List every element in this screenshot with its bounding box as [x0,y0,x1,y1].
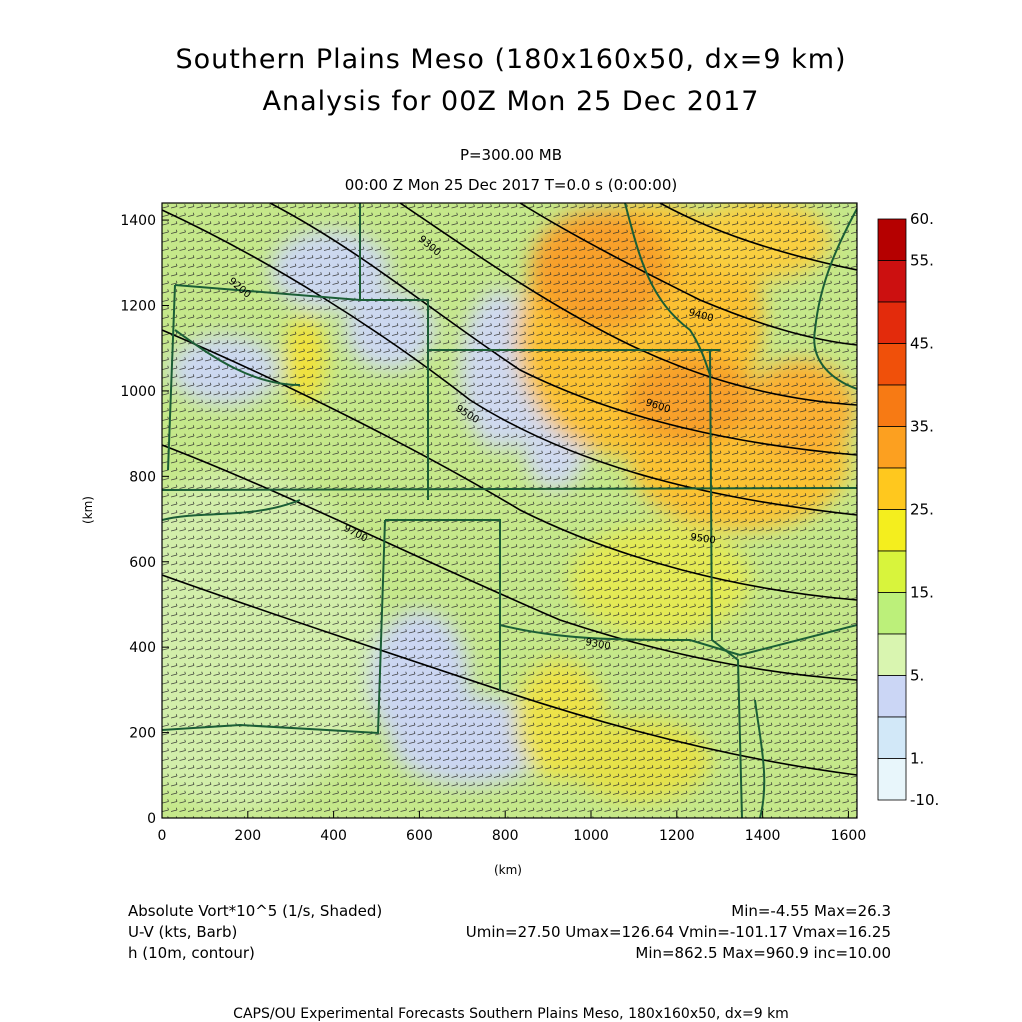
y-tick-label: 0 [147,811,156,827]
pressure-level: P=300.00 MB [459,146,563,164]
y-tick-label: 1000 [120,384,156,400]
var1-stats: Min=-4.55 Max=26.3 [731,902,891,920]
var1-label: Absolute Vort*10^5 (1/s, Shaded) [128,902,383,920]
y-tick-label: 600 [129,555,156,571]
colorbar-label: 55. [910,252,934,270]
vorticity-field [162,203,857,818]
title-line-1: Southern Plains Meso (180x160x50, dx=9 k… [175,44,847,75]
x-tick-label: 800 [492,828,519,844]
y-tick-label: 800 [129,469,156,485]
x-tick-label: 1400 [745,828,781,844]
colorbar-label: 1. [910,750,924,768]
colorbar-swatch [877,301,907,344]
colorbar-swatch [877,633,907,676]
x-tick-label: 1600 [831,828,867,844]
y-axis-label: (km) [81,496,95,524]
colorbar-label: 45. [910,335,934,353]
x-tick-label: 600 [406,828,433,844]
x-tick-label: 1000 [573,828,609,844]
x-tick-label: 0 [158,828,167,844]
y-tick-label: 1400 [120,213,156,229]
colorbar [877,218,907,801]
colorbar-swatch [877,218,907,261]
credit-line: CAPS/OU Experimental Forecasts Southern … [233,1006,789,1022]
valid-time: 00:00 Z Mon 25 Dec 2017 T=0.0 s (0:00:00… [344,176,678,194]
state-borders [162,203,857,818]
var3-label: h (10m, contour) [128,944,255,962]
colorbar-swatch [877,343,907,386]
colorbar-swatch [877,426,907,469]
colorbar-swatch [877,260,907,303]
colorbar-label: -10. [910,791,939,809]
colorbar-label: 35. [910,418,934,436]
colorbar-swatch [877,467,907,510]
colorbar-swatch [877,675,907,718]
plot-frame [161,202,858,819]
contour-label: 9500 [690,532,717,546]
x-tick-labels: 0 200 400 600 800 1000 1200 1400 1600 [158,828,867,844]
var2-stats: Umin=27.50 Umax=126.64 Vmin=-101.17 Vmax… [465,923,891,941]
colorbar-label: 25. [910,501,934,519]
y-tick-label: 200 [129,726,156,742]
y-tick-label: 1200 [120,299,156,315]
colorbar-swatch [877,384,907,427]
x-tick-label: 1200 [659,828,695,844]
x-tick-label: 200 [234,828,261,844]
colorbar-swatch [877,509,907,552]
colorbar-label: 15. [910,584,934,602]
y-tick-labels: 0 200 400 600 800 1000 1200 1400 [120,213,156,827]
colorbar-labels: 60. 55. 45. 35. 25. 15. 5. 1. -10. [910,210,939,809]
colorbar-swatch [877,592,907,635]
y-tick-label: 400 [129,640,156,656]
colorbar-label: 5. [910,667,924,685]
var2-label: U-V (kts, Barb) [128,923,238,941]
contour-label: 9300 [584,637,611,652]
colorbar-swatch [877,550,907,593]
colorbar-swatch [877,716,907,759]
colorbar-swatch [877,758,907,801]
title-line-2: Analysis for 00Z Mon 25 Dec 2017 [262,86,760,117]
colorbar-label: 60. [910,210,934,228]
x-axis-label: (km) [494,863,522,877]
x-tick-label: 400 [320,828,347,844]
var3-stats: Min=862.5 Max=960.9 inc=10.00 [635,944,891,962]
axis-ticks [161,219,849,819]
